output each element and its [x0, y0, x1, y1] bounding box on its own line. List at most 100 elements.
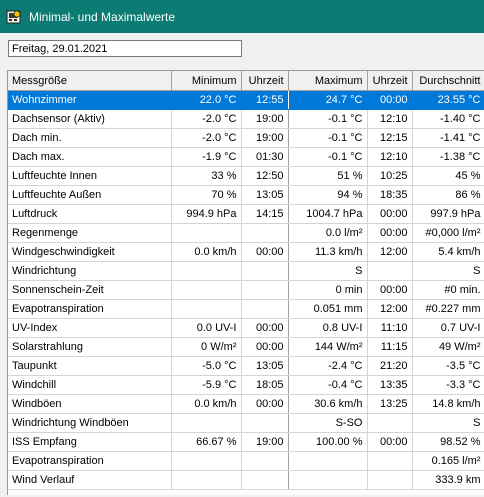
- cell-max-time: [367, 261, 413, 281]
- col-header-min-time[interactable]: Uhrzeit: [241, 71, 289, 91]
- cell-average: 86 %: [412, 185, 484, 205]
- cell-min-time: 13:05: [241, 185, 289, 205]
- values-grid[interactable]: Messgröße Minimum Uhrzeit Maximum Uhrzei…: [7, 70, 484, 495]
- col-header-average[interactable]: Durchschnitt: [412, 71, 484, 91]
- cell-measure: Sonnenschein-Zeit: [8, 280, 172, 300]
- table-row[interactable]: Wohnzimmer 22.0 °C 12:55 24.7 °C 00:00 23.55 …: [8, 90, 484, 110]
- cell-minimum: [171, 223, 242, 243]
- cell-minimum: 22.0 °C: [171, 90, 242, 110]
- table-row[interactable]: Evapotranspiration 0.165 l/m²: [8, 451, 484, 471]
- cell-measure: Regenmenge: [8, 223, 172, 243]
- header-row: Messgröße Minimum Uhrzeit Maximum Uhrzei…: [8, 71, 484, 91]
- weather-app-icon: [6, 9, 22, 25]
- table-row[interactable]: Dachsensor (Aktiv) -2.0 °C 19:00 -0.1 °C 12:…: [8, 109, 484, 129]
- table-row[interactable]: Windrichtung Windböen S-SO S: [8, 413, 484, 433]
- table-row[interactable]: Regenmenge 0.0 l/m² 00:00 #0,000 l/m²: [8, 223, 484, 243]
- table-row[interactable]: ISS Empfang 66.67 % 19:00 100.00 % 00:00 98.5…: [8, 432, 484, 452]
- table-row[interactable]: Sonnenschein-Zeit 0 min 00:00 #0 min.: [8, 280, 484, 300]
- cell-maximum: 144 W/m²: [288, 337, 368, 357]
- cell-max-time: 10:25: [367, 166, 413, 186]
- cell-maximum: 30.6 km/h: [288, 394, 368, 414]
- cell-maximum: S: [288, 261, 368, 281]
- cell-max-time: 18:35: [367, 185, 413, 205]
- cell-average: #0 min.: [412, 280, 484, 300]
- cell-minimum: 66.67 %: [171, 432, 242, 452]
- table-row[interactable]: Windgeschwindigkeit 0.0 km/h 00:00 11.3 km/…: [8, 242, 484, 262]
- cell-min-time: 19:00: [241, 109, 289, 129]
- cell-average: S: [412, 413, 484, 433]
- cell-minimum: [171, 413, 242, 433]
- cell-measure: Luftdruck: [8, 204, 172, 224]
- cell-min-time: 00:00: [241, 242, 289, 262]
- table-row[interactable]: Solarstrahlung 0 W/m² 00:00 144 W/m² 11:15 49…: [8, 337, 484, 357]
- cell-min-time: 19:00: [241, 128, 289, 148]
- cell-maximum: -0.1 °C: [288, 109, 368, 129]
- cell-max-time: 11:10: [367, 318, 413, 338]
- cell-average: -1.41 °C: [412, 128, 484, 148]
- cell-measure: Windgeschwindigkeit: [8, 242, 172, 262]
- cell-maximum: 24.7 °C: [288, 90, 368, 110]
- cell-minimum: -5.9 °C: [171, 375, 242, 395]
- cell-average: 0.165 l/m²: [412, 451, 484, 471]
- cell-average: #0.227 mm: [412, 299, 484, 319]
- cell-max-time: 12:10: [367, 109, 413, 129]
- cell-average: 0.7 UV-I: [412, 318, 484, 338]
- cell-maximum: 0.051 mm: [288, 299, 368, 319]
- cell-min-time: 12:50: [241, 166, 289, 186]
- cell-min-time: 00:00: [241, 318, 289, 338]
- cell-average: 45 %: [412, 166, 484, 186]
- cell-min-time: 14:15: [241, 204, 289, 224]
- cell-min-time: 18:05: [241, 375, 289, 395]
- cell-measure: UV-Index: [8, 318, 172, 338]
- cell-min-time: [241, 470, 289, 490]
- cell-average: 49 W/m²: [412, 337, 484, 357]
- cell-minimum: 0 W/m²: [171, 337, 242, 357]
- cell-average: #0,000 l/m²: [412, 223, 484, 243]
- cell-measure: Evapotranspiration: [8, 299, 172, 319]
- col-header-max-time[interactable]: Uhrzeit: [367, 71, 413, 91]
- cell-measure: Windchill: [8, 375, 172, 395]
- cell-maximum: 100.00 %: [288, 432, 368, 452]
- cell-measure: Luftfeuchte Innen: [8, 166, 172, 186]
- table-row[interactable]: Windrichtung S S: [8, 261, 484, 281]
- cell-average: 333.9 km: [412, 470, 484, 490]
- table-row[interactable]: Taupunkt -5.0 °C 13:05 -2.4 °C 21:20 -3.5 °C: [8, 356, 484, 376]
- cell-max-time: 00:00: [367, 204, 413, 224]
- cell-min-time: 19:00: [241, 432, 289, 452]
- table-row[interactable]: Windböen 0.0 km/h 00:00 30.6 km/h 13:25 14.8 …: [8, 394, 484, 414]
- title-bar[interactable]: Minimal- und Maximalwerte: [0, 0, 484, 33]
- table-row[interactable]: Luftdruck 994.9 hPa 14:15 1004.7 hPa 00:00 99…: [8, 204, 484, 224]
- cell-average: 997.9 hPa: [412, 204, 484, 224]
- table-row[interactable]: UV-Index 0.0 UV-I 00:00 0.8 UV-I 11:10 0.7 UV…: [8, 318, 484, 338]
- table-row[interactable]: Luftfeuchte Innen 33 % 12:50 51 % 10:25 45 %: [8, 166, 484, 186]
- cell-measure: Windrichtung Windböen: [8, 413, 172, 433]
- cell-maximum: [288, 451, 368, 471]
- date-field[interactable]: Freitag, 29.01.2021: [8, 40, 242, 57]
- cell-average: -3.5 °C: [412, 356, 484, 376]
- cell-minimum: 0.0 km/h: [171, 394, 242, 414]
- table-row[interactable]: Evapotranspiration 0.051 mm 12:00 #0.227 mm: [8, 299, 484, 319]
- window-title: Minimal- und Maximalwerte: [29, 9, 176, 24]
- cell-maximum: 51 %: [288, 166, 368, 186]
- table-row[interactable]: Windchill -5.9 °C 18:05 -0.4 °C 13:35 -3.3 °C: [8, 375, 484, 395]
- col-header-maximum[interactable]: Maximum: [288, 71, 368, 91]
- cell-maximum: -2.4 °C: [288, 356, 368, 376]
- cell-min-time: [241, 299, 289, 319]
- table-row[interactable]: Dach min. -2.0 °C 19:00 -0.1 °C 12:15 -1.41 °…: [8, 128, 484, 148]
- cell-maximum: 0 min: [288, 280, 368, 300]
- cell-max-time: 12:15: [367, 128, 413, 148]
- col-header-measure[interactable]: Messgröße: [8, 71, 172, 91]
- cell-max-time: 12:10: [367, 147, 413, 167]
- table-row[interactable]: Dach max. -1.9 °C 01:30 -0.1 °C 12:10 -1.38 °…: [8, 147, 484, 167]
- table-row[interactable]: Wind Verlauf 333.9 km: [8, 470, 484, 490]
- cell-measure: Evapotranspiration: [8, 451, 172, 471]
- cell-max-time: 12:00: [367, 299, 413, 319]
- cell-minimum: -1.9 °C: [171, 147, 242, 167]
- col-header-minimum[interactable]: Minimum: [171, 71, 242, 91]
- cell-maximum: S-SO: [288, 413, 368, 433]
- cell-maximum: 1004.7 hPa: [288, 204, 368, 224]
- table-row[interactable]: Luftfeuchte Außen 70 % 13:05 94 % 18:35 86 %: [8, 185, 484, 205]
- cell-min-time: 13:05: [241, 356, 289, 376]
- cell-max-time: 13:35: [367, 375, 413, 395]
- cell-average: -1.40 °C: [412, 109, 484, 129]
